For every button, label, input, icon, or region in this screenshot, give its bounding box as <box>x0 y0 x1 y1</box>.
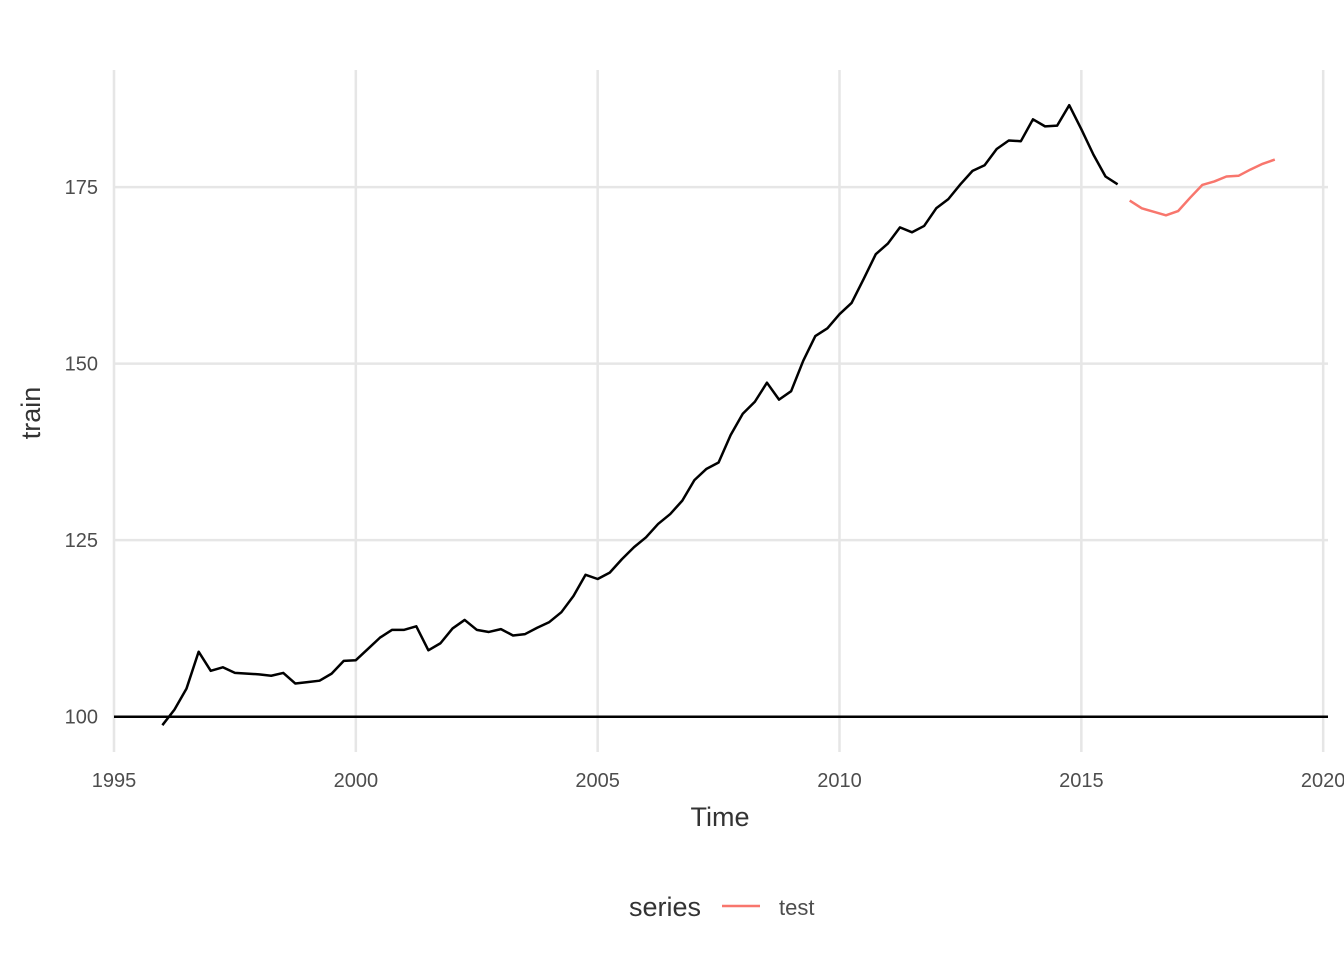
legend-title: series <box>629 892 701 922</box>
x-axis-title: Time <box>691 802 750 832</box>
y-tick-label-175: 175 <box>65 177 98 199</box>
x-tick-label-1995: 1995 <box>92 770 137 792</box>
tick-labels: 1995 2000 2005 2010 2015 2020 100 125 150 175 <box>65 177 1344 792</box>
series-layer <box>161 103 1276 726</box>
x-tick-label-2015: 2015 <box>1059 770 1104 792</box>
x-tick-label-2000: 2000 <box>334 770 379 792</box>
x-tick-label-2010: 2010 <box>817 770 862 792</box>
y-axis-title: train <box>16 387 46 440</box>
grid-lines <box>112 70 1328 752</box>
x-tick-label-2005: 2005 <box>575 770 620 792</box>
y-tick-label-100: 100 <box>65 707 98 729</box>
legend-label-test: test <box>779 895 814 920</box>
y-tick-label-125: 125 <box>65 530 98 552</box>
x-tick-label-2020: 2020 <box>1301 770 1344 792</box>
legend: series test <box>629 892 815 922</box>
y-tick-label-150: 150 <box>65 354 98 376</box>
series-line-line-1 <box>161 103 1119 726</box>
series-line-test <box>1129 158 1276 217</box>
